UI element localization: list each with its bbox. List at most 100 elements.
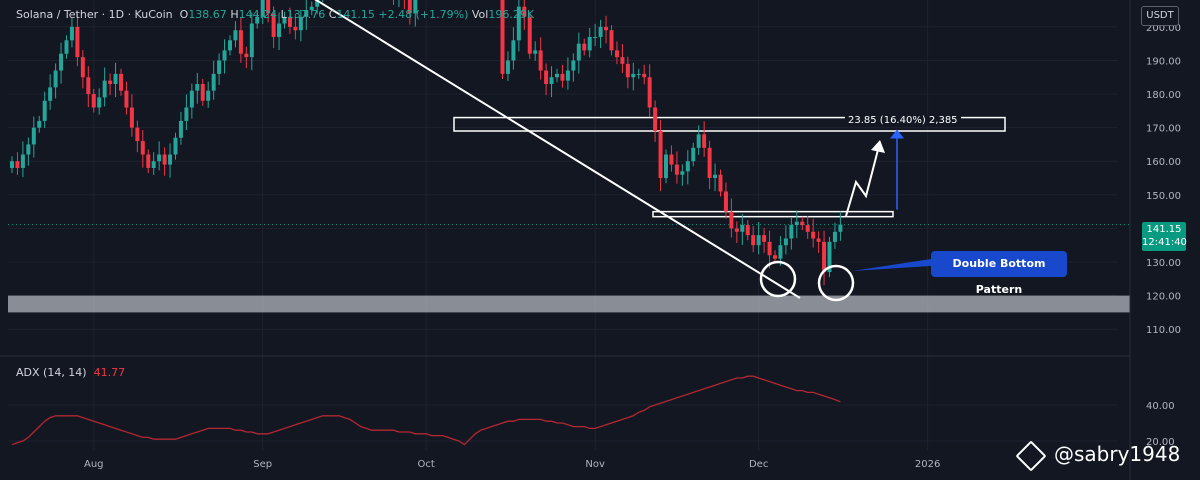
candle-body — [674, 164, 679, 175]
candle-body — [211, 73, 216, 91]
candle-body — [713, 174, 718, 179]
candle-body — [642, 73, 647, 78]
watermark-handle: @sabry1948 — [1054, 442, 1181, 466]
candle-body — [222, 50, 227, 61]
adx-value: 41.77 — [93, 366, 126, 379]
candle-body — [255, 16, 260, 24]
candle-body — [593, 36, 598, 38]
candle-body — [15, 161, 20, 168]
candle-body — [762, 235, 767, 242]
candle-body — [838, 224, 843, 232]
candle-body — [173, 137, 178, 155]
candle-body — [653, 107, 658, 132]
candle-body — [86, 77, 91, 95]
candle-body — [249, 23, 254, 58]
candle-body — [146, 154, 151, 168]
price-zones — [8, 116, 1130, 313]
candle-body — [718, 174, 723, 192]
candle-body — [664, 154, 668, 179]
candle-body — [832, 231, 837, 242]
candle-body — [691, 147, 696, 162]
candle-countdown: 12:41:40 — [1142, 237, 1187, 248]
candle-body — [555, 73, 559, 78]
candle-body — [827, 241, 832, 273]
candle-body — [315, 0, 320, 7]
candle-body — [669, 154, 674, 165]
candle-body — [140, 141, 145, 155]
candle-body — [734, 228, 739, 232]
high-label: H — [230, 8, 239, 21]
candle-body — [206, 90, 211, 101]
symbol-title[interactable]: Solana / Tether · 1D · KuCoin — [16, 8, 173, 21]
candle-body — [119, 73, 123, 91]
candle-body — [124, 90, 129, 108]
double-bottom-callout[interactable]: Double Bottom Pattern — [931, 251, 1067, 296]
candle-body — [614, 50, 619, 58]
candle-body — [271, 13, 276, 37]
candle-body — [565, 70, 570, 81]
candle-body — [266, 0, 271, 14]
candle-body — [277, 23, 282, 37]
second-bottom-circle — [817, 264, 855, 302]
candle-body — [560, 73, 565, 81]
candle-body — [549, 77, 554, 84]
candle-body — [168, 154, 173, 165]
candle-body — [756, 235, 761, 246]
y-tick-label: 200.00 — [1146, 23, 1181, 34]
candle-body — [195, 83, 200, 91]
candle-body — [729, 211, 734, 229]
resistance-zone — [453, 116, 1006, 132]
candle-body — [31, 127, 36, 145]
high-value: 144.24 — [238, 8, 278, 21]
descending-trendline — [314, 0, 801, 299]
candle-body — [598, 26, 603, 37]
candle-body — [631, 73, 636, 78]
candle-body — [740, 225, 745, 232]
support-zone — [8, 295, 1130, 313]
adx-pane — [0, 355, 1130, 446]
y-tick-label: 150.00 — [1146, 191, 1181, 202]
candle-body — [69, 26, 74, 41]
candle-body — [789, 225, 794, 239]
symbol-header: Solana / Tether · 1D · KuCoin O138.67 H1… — [16, 8, 534, 21]
volume-label: Vol — [471, 8, 489, 21]
x-tick-label: Aug — [84, 459, 104, 470]
close-value: 141.15 — [336, 8, 375, 21]
currency-button[interactable]: USDT — [1141, 6, 1179, 26]
y-tick-label: 160.00 — [1146, 157, 1181, 168]
candle-body — [26, 144, 31, 155]
candle-body — [783, 238, 788, 246]
candle-body — [157, 154, 162, 162]
candle-body — [636, 73, 641, 75]
adx-line — [11, 375, 841, 446]
candlestick-series — [10, 0, 843, 286]
x-tick-label: Sep — [253, 459, 272, 470]
candle-body — [571, 60, 576, 71]
low-label: L — [280, 8, 287, 21]
time-axis: Aug Sep Oct Nov Dec 2026 — [84, 459, 940, 470]
y-tick-label: 170.00 — [1146, 124, 1181, 135]
y-tick-label: 190.00 — [1146, 56, 1181, 67]
adx-legend[interactable]: ADX (14, 14) 41.77 — [16, 366, 125, 379]
candle-body — [129, 107, 134, 128]
drawings-layer — [314, 0, 931, 302]
candle-body — [767, 241, 772, 256]
candle-body — [533, 50, 538, 54]
measure-label: 23.85 (16.40%) 2,385 — [845, 115, 961, 126]
candle-body — [576, 43, 581, 61]
callout-pointer — [852, 259, 931, 271]
candle-body — [685, 161, 690, 172]
candle-body — [162, 154, 167, 165]
candle-body — [680, 171, 685, 175]
candle-body — [48, 87, 53, 101]
candle-body — [538, 50, 543, 71]
x-tick-label: Nov — [585, 459, 605, 470]
neckline-zone — [652, 210, 894, 218]
candle-body — [582, 43, 587, 51]
candle-body — [282, 16, 287, 24]
volume-value: 196.29K — [488, 8, 535, 21]
candle-body — [516, 6, 521, 41]
candle-body — [625, 63, 630, 78]
candle-body — [822, 241, 827, 273]
